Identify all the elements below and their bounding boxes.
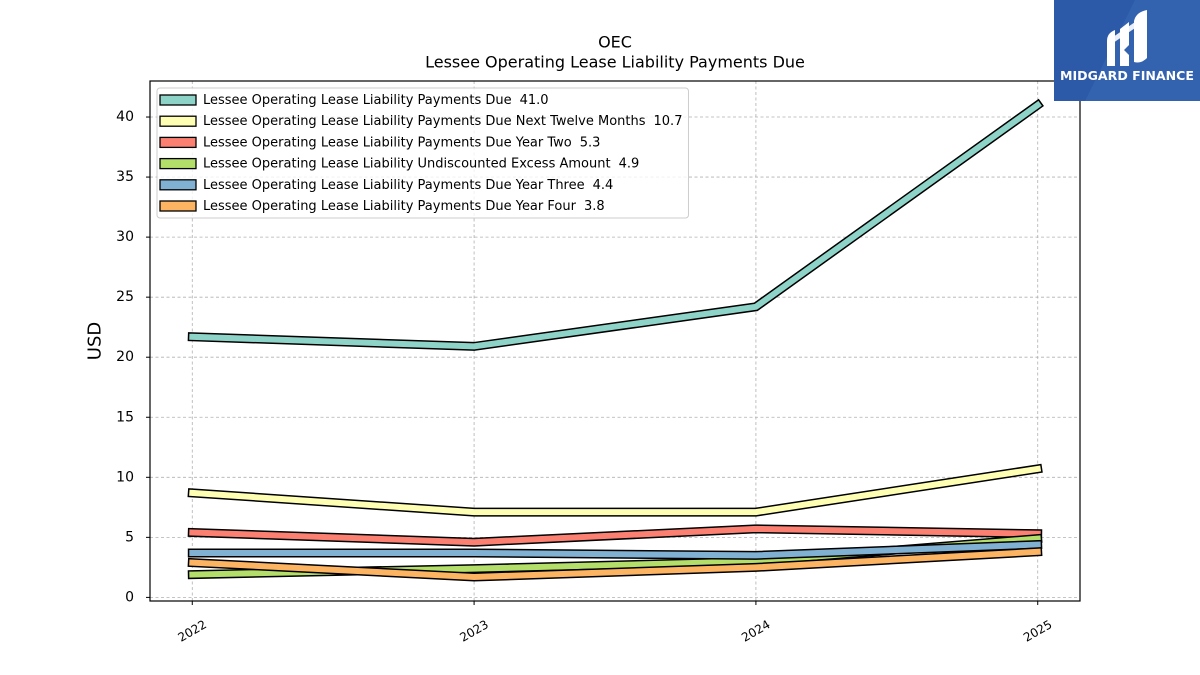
legend-swatch [159,200,197,212]
y-tick-label: 30 [116,229,134,245]
legend-series-name: Lessee Operating Lease Liability Payment… [203,114,646,129]
y-tick-label: 10 [116,469,134,485]
chart-subtitle: Lessee Operating Lease Liability Payment… [425,53,805,72]
y-tick-label: 0 [125,589,134,605]
chart-title: OEC [598,33,632,52]
legend-series-name: Lessee Operating Lease Liability Payment… [203,93,512,108]
series-lines [187,98,1044,582]
legend-series-name: Lessee Operating Lease Liability Payment… [203,199,577,214]
y-tick-label: 5 [125,529,134,545]
legend-label: Lessee Operating Lease Liability Payment… [203,114,682,129]
plot-area-frame [149,80,1081,602]
legend-swatch [159,157,197,170]
legend-label: Lessee Operating Lease Liability Payment… [203,177,613,192]
series-lessee-operating-lease-liability-payments-due-next-twelve-months [187,463,1043,517]
logo-wordmark: MIDGARD FINANCE [1060,68,1194,83]
legend-series-value: 3.8 [584,199,605,214]
legend: Lessee Operating Lease Liability Payment… [156,87,689,219]
legend-series-value: 41.0 [520,93,549,108]
legend-entry: Lessee Operating Lease Liability Payment… [159,114,682,129]
legend-series-name: Lessee Operating Lease Liability Payment… [203,177,585,192]
legend-series-value: 5.3 [580,135,601,150]
series-lessee-operating-lease-liability-payments-due-year-two [187,524,1043,547]
legend-entry: Lessee Operating Lease Liability Undisco… [159,156,639,171]
series-lessee-operating-lease-liability-payments-due [187,98,1044,351]
series-lessee-operating-lease-liability-payments-due-year-four [187,547,1043,582]
y-tick-label: 20 [116,349,134,365]
series-line [189,100,1042,350]
y-tick-label: 35 [116,169,134,185]
legend-series-name: Lessee Operating Lease Liability Undisco… [203,156,611,171]
legend-entry: Lessee Operating Lease Liability Payment… [159,199,605,214]
legend-entry: Lessee Operating Lease Liability Payment… [159,135,600,150]
legend-swatch [159,94,197,106]
series-line [189,525,1041,546]
series-line [189,548,1041,581]
y-axis: 0 5 10 15 20 25 30 35 40 [116,109,150,605]
legend-box [156,87,689,219]
legend-label: Lessee Operating Lease Liability Payment… [203,199,605,214]
legend-series-value: 4.4 [593,177,614,192]
legend-series-name: Lessee Operating Lease Liability Payment… [203,135,572,150]
midgard-finance-logo: MIDGARD FINANCE [1054,0,1200,101]
logo-mark-icon [1107,10,1147,66]
legend-label: Lessee Operating Lease Liability Payment… [203,93,549,108]
legend-series-value: 10.7 [654,114,683,129]
legend-swatch [159,115,197,127]
y-tick-label: 15 [116,409,134,425]
series-line [189,541,1041,559]
series-line [189,465,1042,516]
series-lessee-operating-lease-liability-payments-due-year-three [187,539,1043,560]
y-tick-label: 25 [116,289,134,305]
legend-label: Lessee Operating Lease Liability Payment… [203,135,600,150]
legend-label: Lessee Operating Lease Liability Undisco… [203,156,639,171]
legend-swatch [159,179,197,191]
legend-entry: Lessee Operating Lease Liability Payment… [159,93,549,108]
legend-entry: Lessee Operating Lease Liability Payment… [159,177,613,192]
legend-swatch [159,136,197,149]
y-tick-label: 40 [116,109,134,125]
y-axis-label: USD [85,322,106,360]
legend-series-value: 4.9 [619,156,640,171]
